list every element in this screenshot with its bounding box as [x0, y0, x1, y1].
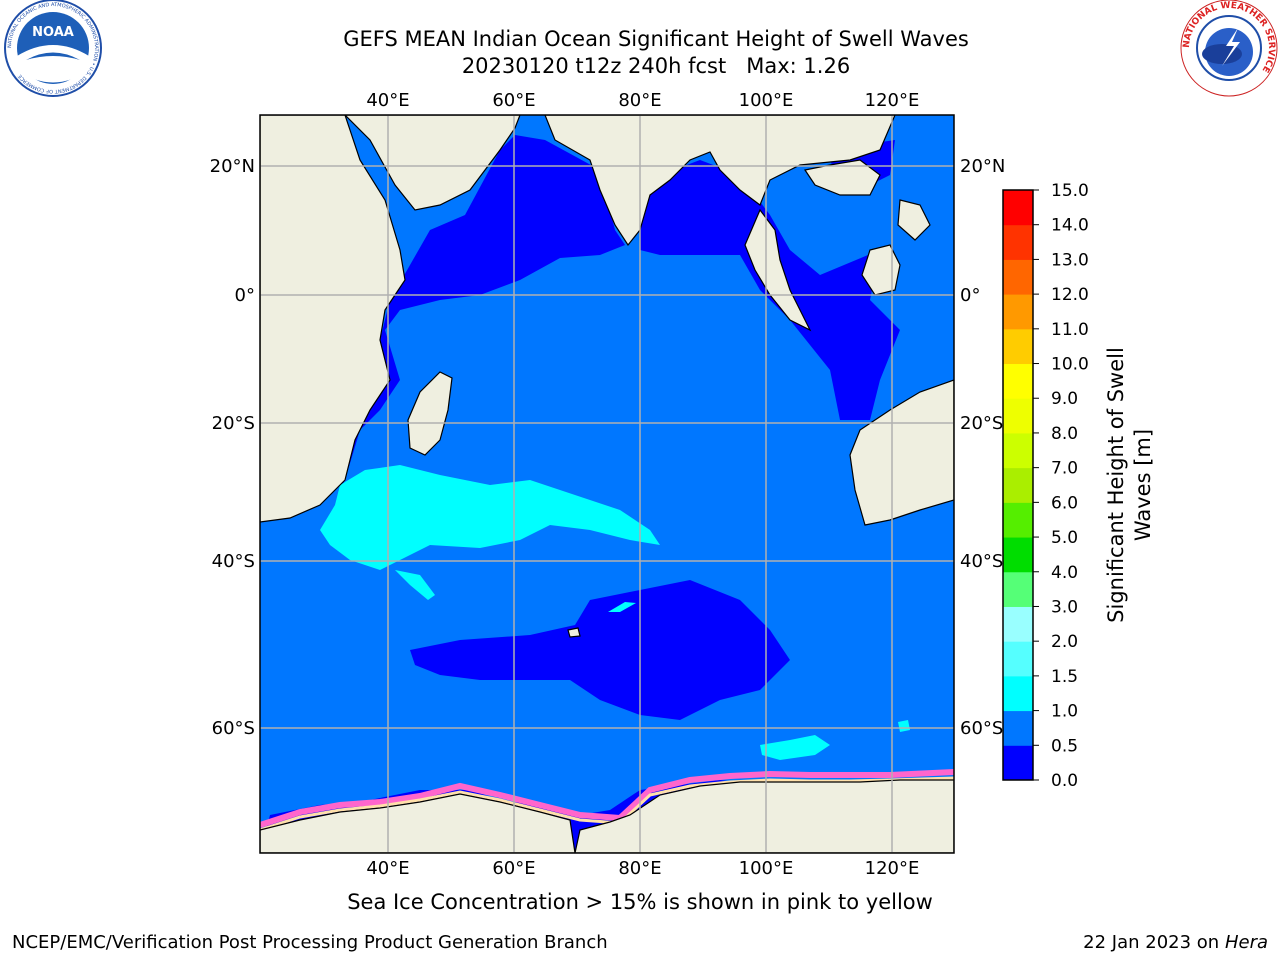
colorbar-tick-label: 6.0 [1051, 493, 1078, 513]
y-tick-right: 20°N [960, 156, 1005, 177]
forecast-date: 20230120 t12z 240h fcst [461, 54, 727, 78]
colorbar: 0.0 0.5 1.0 1.5 2.0 3.0 4.0 5.0 6.0 7.0 8.0 9.0 10.0… [1002, 181, 1089, 791]
colorbar-segment [1003, 259, 1033, 295]
colorbar-segment [1003, 398, 1033, 434]
x-tick-bottom: 100°E [739, 858, 794, 879]
colorbar-tick-label: 15.0 [1051, 181, 1089, 201]
colorbar-tick-label: 9.0 [1051, 389, 1078, 409]
nws-logo: NATIONAL WEATHER SERVICE [1180, 0, 1278, 97]
colorbar-segment [1003, 294, 1033, 330]
colorbar-segment [1003, 432, 1033, 469]
chart-title: GEFS MEAN Indian Ocean Significant Heigh… [343, 27, 969, 51]
x-tick-bottom: 60°E [492, 858, 535, 879]
graticule [260, 115, 954, 853]
y-tick-left: 40°S [212, 551, 255, 572]
x-tick-bottom: 40°E [366, 858, 409, 879]
footer-date-text: 22 Jan 2023 on [1083, 932, 1225, 953]
colorbar-segment [1003, 190, 1033, 226]
noaa-logo: NOAA NATIONAL OCEANIC AND ATMOSPHERIC AD… [4, 0, 102, 97]
y-tick-right: 40°S [960, 551, 1003, 572]
colorbar-tick-label: 7.0 [1051, 459, 1078, 479]
colorbar-segment [1003, 537, 1033, 573]
noaa-wordmark: NOAA [32, 25, 74, 40]
colorbar-title-line2: Waves [m] [1131, 429, 1155, 541]
colorbar-tick-label: 14.0 [1051, 216, 1089, 236]
sea-ice-note: Sea Ice Concentration > 15% is shown in … [347, 890, 933, 914]
colorbar-segment [1003, 606, 1033, 642]
swell-mid-regions [320, 465, 910, 760]
colorbar-tick-label: 1.0 [1051, 702, 1078, 722]
x-tick-bottom: 120°E [865, 858, 920, 879]
colorbar-title-line1: Significant Height of Swell [1104, 347, 1128, 623]
colorbar-segment [1003, 502, 1033, 538]
axis-labels: 40°E 60°E 80°E 100°E 120°E 40°E 60°E 80°… [210, 90, 1006, 879]
colorbar-segment [1003, 363, 1033, 399]
colorbar-segment [1003, 675, 1033, 712]
y-tick-right: 60°S [960, 718, 1003, 739]
land-masses [260, 115, 954, 853]
map-area [260, 115, 954, 853]
colorbar-segment [1003, 467, 1033, 503]
colorbar-tick-label: 2.0 [1051, 632, 1078, 652]
colorbar-tick-label: 13.0 [1051, 250, 1089, 270]
x-tick-top: 40°E [366, 90, 409, 111]
y-tick-right: 0° [960, 285, 980, 306]
footer-date: 22 Jan 2023 on Hera [1083, 932, 1268, 953]
y-tick-left: 60°S [212, 718, 255, 739]
footer-credit: NCEP/EMC/Verification Post Processing Pr… [12, 932, 608, 953]
x-tick-top: 120°E [865, 90, 920, 111]
colorbar-segment [1003, 710, 1033, 746]
colorbar-tick-label: 8.0 [1051, 424, 1078, 444]
colorbar-segment [1003, 224, 1033, 260]
colorbar-tick-label: 0.5 [1051, 736, 1078, 756]
colorbar-tick-label: 12.0 [1051, 285, 1089, 305]
y-tick-left: 20°N [210, 156, 255, 177]
colorbar-tick-label: 0.0 [1051, 771, 1078, 791]
map-frame [259, 114, 955, 854]
x-tick-bottom: 80°E [618, 858, 661, 879]
y-tick-left: 0° [235, 285, 255, 306]
x-tick-top: 80°E [618, 90, 661, 111]
y-tick-left: 20°S [212, 413, 255, 434]
max-value: Max: 1.26 [746, 54, 851, 78]
colorbar-tick-label: 10.0 [1051, 355, 1089, 375]
colorbar-frame [1002, 189, 1034, 781]
x-tick-top: 60°E [492, 90, 535, 111]
colorbar-tick-label: 5.0 [1051, 528, 1078, 548]
colorbar-tick-label: 4.0 [1051, 563, 1078, 583]
footer-host: Hera [1224, 932, 1268, 953]
colorbar-segment [1003, 641, 1033, 677]
x-tick-top: 100°E [739, 90, 794, 111]
chart-subtitle: 20230120 t12z 240h fcst Max: 1.26 [200, 54, 1112, 78]
colorbar-segment [1003, 571, 1033, 607]
colorbar-segment [1003, 328, 1033, 365]
sea-ice-edge [260, 769, 954, 828]
colorbar-tick-label: 11.0 [1051, 320, 1089, 340]
colorbar-segment [1003, 745, 1033, 781]
colorbar-tick-label: 1.5 [1051, 667, 1078, 687]
colorbar-tick-label: 3.0 [1051, 597, 1078, 617]
y-tick-right: 20°S [960, 413, 1003, 434]
